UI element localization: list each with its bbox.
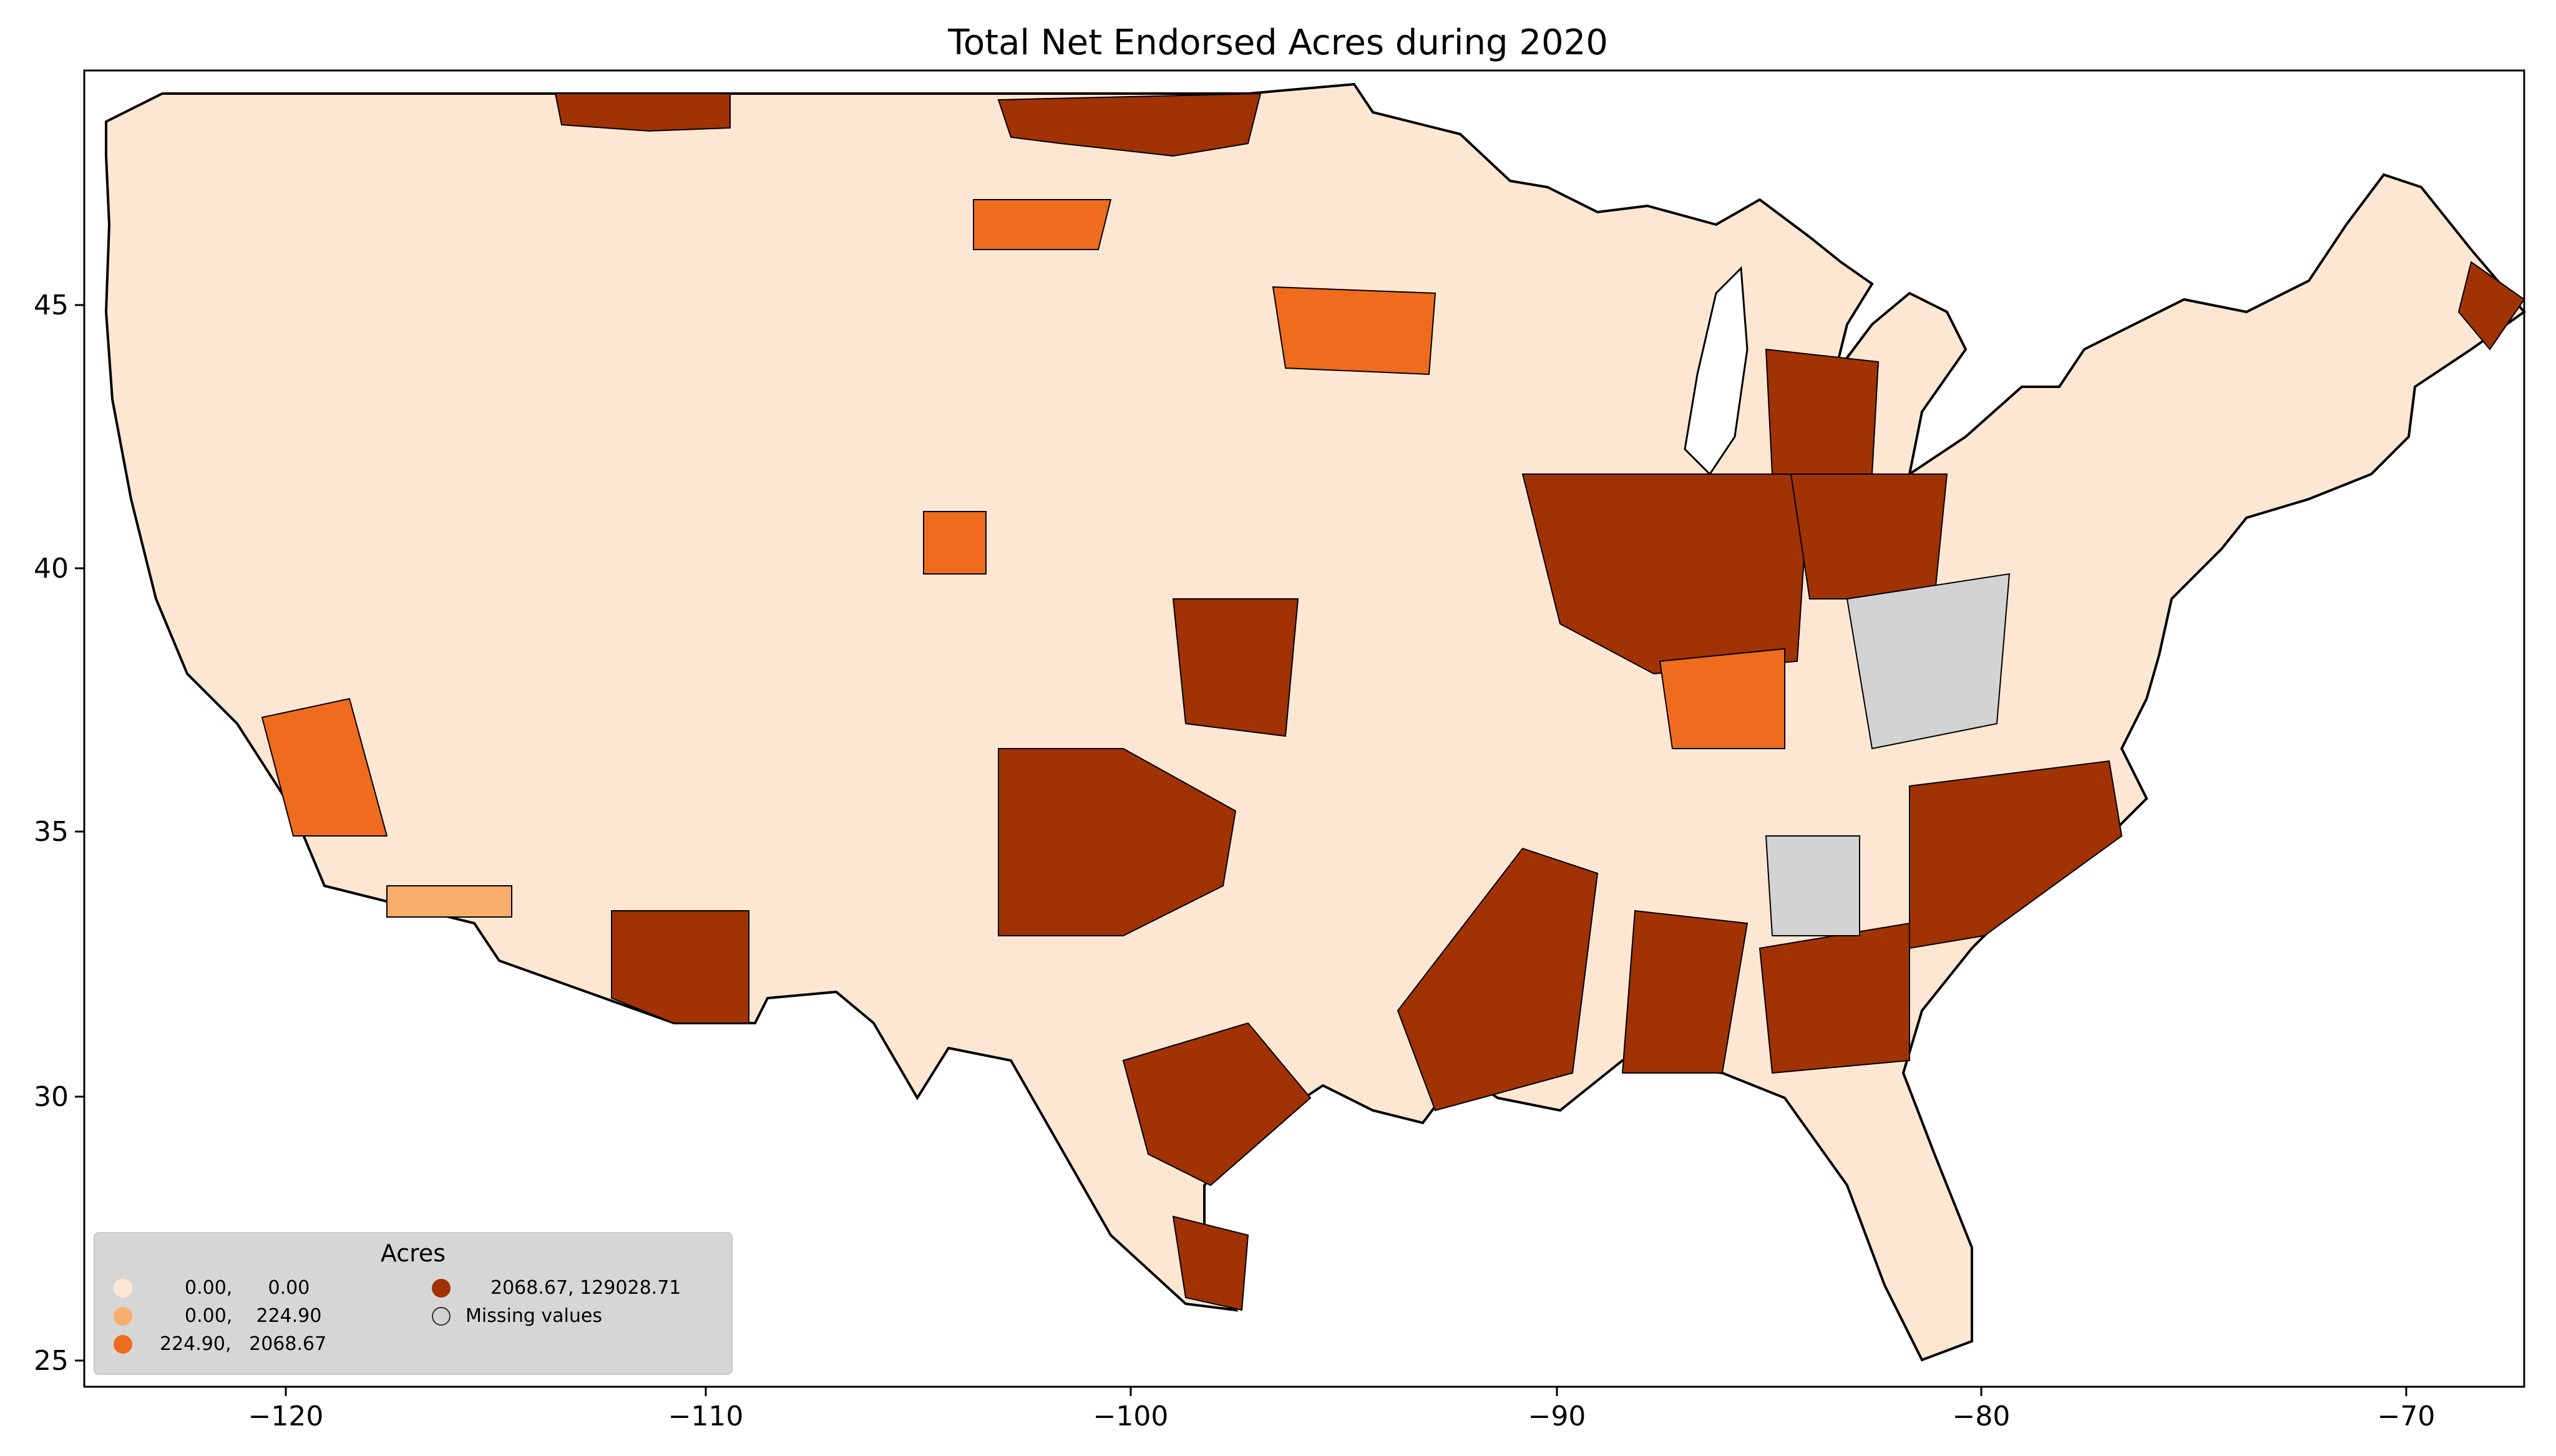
legend-label: 2068.67, 129028.71 [490,1277,681,1299]
high-region-texas-coast [1122,1022,1312,1187]
high-region-michigan [1765,348,1880,475]
legend-item-mid: 224.90, 2068.67 [114,1333,326,1355]
legend-title: Acres [380,1240,446,1267]
x-tick-label: −100 [1093,1400,1169,1432]
x-tick-label: −110 [668,1400,744,1432]
missing-region-appalachia [1846,573,2011,750]
x-tick-label: −70 [2378,1400,2436,1432]
legend-item-low: 0.00, 224.90 [114,1305,321,1327]
legend-item-high: 2068.67, 129028.71 [432,1277,681,1299]
mid-region-california [261,697,388,837]
legend-swatch [114,1306,132,1326]
missing-region-alabama [1765,835,1860,936]
us-outline [104,82,2526,1362]
high-region-lower-mississippi [1397,847,1599,1112]
mid-region-nd-south [973,199,1112,250]
axes: −120 −110 −100 −90 −80 −70 45 40 35 30 25 [34,289,2435,1432]
legend-label: 0.00, 0.00 [185,1277,310,1299]
high-region-georgia-south [1758,922,1910,1074]
high-region-south-texas [1172,1215,1249,1311]
high-region-oklahoma-texas [998,748,1237,936]
legend-label: Missing values [466,1305,602,1327]
legend-swatch [432,1278,451,1298]
high-region-carolinas [1909,760,2123,949]
legend-swatch [114,1334,132,1354]
legend-item-missing: Missing values [432,1305,602,1327]
high-region-maine [2457,261,2525,351]
legend-label: 0.00, 224.90 [185,1305,322,1327]
x-tick-label: −80 [1953,1400,2011,1432]
mid-region-minnesota [1272,286,1437,376]
y-tick-label: 30 [34,1081,69,1113]
high-region-arizona [611,910,749,1024]
y-tick-label: 40 [34,553,69,585]
x-tick-label: −90 [1528,1400,1586,1432]
x-tick-label: −120 [248,1400,324,1432]
state-layer [104,82,2526,1362]
high-region-north-dakota [997,92,1262,157]
legend-item-zero: 0.00, 0.00 [114,1277,310,1299]
y-tick-label: 25 [34,1345,69,1377]
lake-michigan [1684,266,1749,476]
mid-region-colorado-east [923,511,987,575]
legend: Acres 0.00, 0.00 0.00, 224.90 224.90, 20… [94,1232,733,1375]
legend-swatch [432,1306,451,1326]
y-tick-label: 35 [34,816,69,848]
high-region-ohio [1790,473,1948,599]
county-color-regions [261,92,2525,1311]
mid-region-kentucky [1659,648,1785,749]
map-title: Total Net Endorsed Acres during 2020 [948,22,1608,63]
high-region-kansas [1172,598,1299,737]
legend-swatch [114,1278,132,1298]
legend-label: 224.90, 2068.67 [160,1333,327,1355]
high-region-montana-north [554,93,731,132]
low-region-california-south [386,885,512,918]
y-tick-label: 45 [34,289,69,321]
high-region-alabama-georgia [1621,910,1749,1074]
